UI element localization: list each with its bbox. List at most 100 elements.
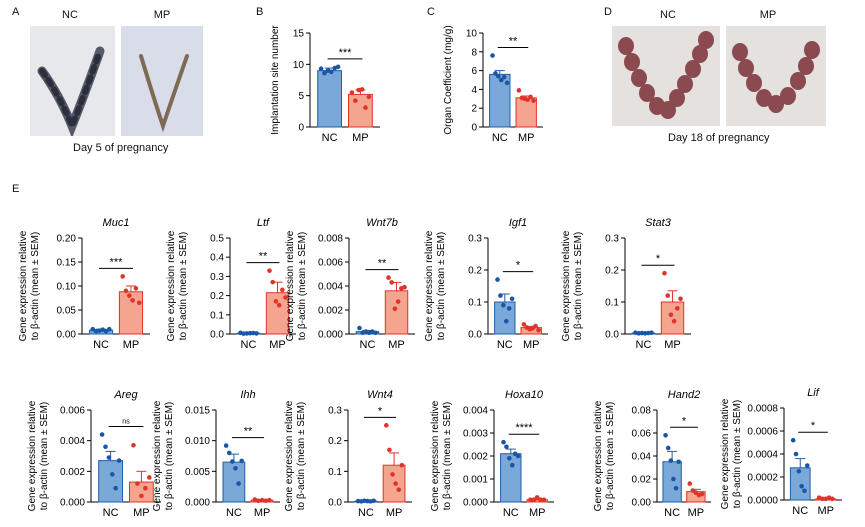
uterus-image-mp-day5 xyxy=(121,26,203,136)
chart-title: Stat3 xyxy=(645,217,672,229)
chart-ltf: Ltf 0.0 0.1 0.2 0.3 0.4 0.5 Gene expression rel… xyxy=(166,217,296,351)
data-point xyxy=(665,445,671,451)
data-point xyxy=(353,98,358,103)
data-point xyxy=(263,498,269,504)
x-tick-label: NC xyxy=(241,339,257,351)
y-tick-label: 0.4 xyxy=(210,253,224,264)
y-tick-label: 0.004 xyxy=(463,406,488,417)
significance-label: * xyxy=(378,405,383,417)
data-point xyxy=(133,286,139,291)
caption-day5: Day 5 of pregnancy xyxy=(73,142,169,154)
data-point xyxy=(498,77,504,83)
data-point xyxy=(259,497,265,503)
y-tick-label: 0.0 xyxy=(605,330,619,341)
y-tick-label: 0.010 xyxy=(185,436,210,447)
x-tick-label: MP xyxy=(133,507,150,519)
data-point xyxy=(668,458,674,463)
data-point xyxy=(387,447,392,453)
x-tick-label: NC xyxy=(636,339,652,351)
data-point xyxy=(671,318,677,324)
y-axis-label: to β-actin (mean ± SEM) xyxy=(296,402,307,511)
data-point xyxy=(496,73,501,79)
data-point xyxy=(796,468,802,474)
data-point xyxy=(790,437,796,443)
photo-mp-day18 xyxy=(726,26,826,126)
chart-title: Hoxa10 xyxy=(505,389,544,401)
y-axis-label: Gene expression relative xyxy=(27,400,38,511)
y-tick-label: 0.002 xyxy=(318,306,343,317)
x-tick-label: MP xyxy=(352,132,369,144)
y-axis-label: to β-actin (mean ± SEM) xyxy=(39,402,50,511)
data-point xyxy=(366,94,372,100)
y-axis-label: to β-actin (mean ± SEM) xyxy=(573,232,584,341)
x-tick-label: MP xyxy=(688,507,705,519)
y-axis-label: to β-actin (mean ± SEM) xyxy=(605,402,616,511)
data-point xyxy=(139,493,144,499)
y-axis-label: to β-actin (mean ± SEM) xyxy=(732,400,743,509)
data-point xyxy=(239,458,244,464)
data-point xyxy=(541,497,547,503)
chart-igf1: Igf1 0.0 0.1 0.2 0.3 Gene expression relative… xyxy=(424,217,548,351)
y-axis-label: Gene expression relative xyxy=(18,230,29,341)
y-tick-label: 0.1 xyxy=(210,310,224,321)
y-tick-label: 15 xyxy=(293,29,305,40)
y-tick-label: 0.0000 xyxy=(747,496,778,507)
y-axis-label: Gene expression relative xyxy=(166,230,177,341)
panel-letter-d: D xyxy=(604,6,612,18)
y-tick-label: 0.2 xyxy=(468,266,482,277)
data-point xyxy=(131,442,136,448)
data-point xyxy=(252,497,258,502)
x-tick-label: MP xyxy=(388,339,405,351)
uterus-image-nc-day5 xyxy=(30,26,115,136)
data-point xyxy=(390,472,395,477)
panel-letter-e: E xyxy=(12,183,20,195)
data-point xyxy=(662,270,667,276)
bar-nc xyxy=(98,460,123,503)
chart-wnt4: Wnt4 0.0 0.1 0.2 0.3 Gene expression relative… xyxy=(284,389,412,519)
y-tick-label: 10 xyxy=(466,29,478,40)
y-tick-label: 0.06 xyxy=(632,429,652,440)
y-tick-label: 0.004 xyxy=(318,282,343,293)
data-point xyxy=(99,432,105,437)
y-axis-label: to β-actin (mean ± SEM) xyxy=(297,232,308,341)
data-point xyxy=(270,279,276,285)
x-tick-label: MP xyxy=(269,339,286,351)
photo-mp-day5 xyxy=(121,26,203,136)
y-tick-label: 0.04 xyxy=(632,452,652,463)
significance-label: * xyxy=(656,253,661,265)
chart-areg: Areg 0.000 0.002 0.004 0.006 Gene expression … xyxy=(27,389,161,519)
data-point xyxy=(509,296,515,302)
y-tick-label: 8 xyxy=(471,47,477,58)
chart-title: Hand2 xyxy=(668,389,700,401)
x-tick-label: NC xyxy=(103,507,119,519)
data-point xyxy=(525,97,530,103)
chart-hoxa10: Hoxa10 0.000 0.001 0.002 0.003 0.004 Gene expr… xyxy=(430,389,554,519)
data-point xyxy=(113,485,118,491)
y-tick-label: 0.1 xyxy=(328,467,342,478)
y-tick-label: 0.20 xyxy=(57,234,77,245)
data-point xyxy=(649,330,654,336)
x-tick-label: NC xyxy=(503,507,519,519)
data-point xyxy=(675,306,680,311)
y-tick-label: 0.000 xyxy=(60,498,85,509)
chart-stat3: Stat3 0.0 0.1 0.2 0.3 Gene expression relativ… xyxy=(561,217,691,351)
data-point xyxy=(533,323,538,329)
data-point xyxy=(335,64,341,70)
photo-label-d-nc: NC xyxy=(660,9,676,21)
chart-title: Wnt4 xyxy=(367,389,393,401)
y-tick-label: 0.3 xyxy=(328,406,342,417)
significance-label: ** xyxy=(244,426,253,438)
chart-muc1: Muc1 0.00 0.05 0.10 0.15 0.20 Gene expression … xyxy=(18,217,150,351)
y-tick-label: 0.05 xyxy=(57,306,77,317)
data-point xyxy=(384,423,389,428)
x-tick-label: NC xyxy=(226,507,242,519)
y-tick-label: 0.3 xyxy=(468,234,482,245)
y-tick-label: 0.008 xyxy=(318,234,343,245)
y-tick-label: 2 xyxy=(471,104,477,115)
data-point xyxy=(386,275,391,280)
x-tick-label: MP xyxy=(518,132,535,144)
y-axis-label: to β-actin (mean ± SEM) xyxy=(442,402,453,511)
x-tick-label: MP xyxy=(523,339,540,351)
y-axis-label: to β-actin (mean ± SEM) xyxy=(436,232,447,341)
